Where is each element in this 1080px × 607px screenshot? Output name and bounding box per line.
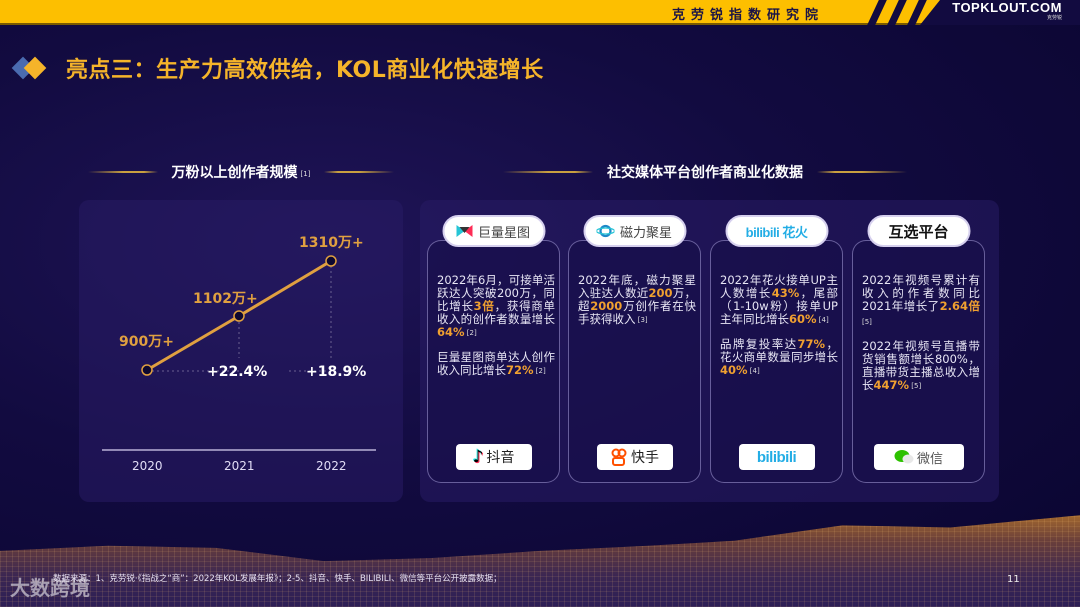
watermark: 大数跨境 [10, 576, 90, 600]
card-paragraph: 2022年底，磁力聚星入驻达人数近200万，超2000万创作者在快手获得收入 [… [578, 273, 697, 326]
brand-block [920, 0, 1080, 25]
right-section-title: 社交媒体平台创作者商业化数据 [607, 165, 803, 181]
platform-pill-huxuan: 互选平台 [867, 215, 970, 247]
juliang-logo-icon [456, 225, 473, 237]
data-label-2021: 1102万+ [193, 291, 258, 307]
platform-pill-huahuo: bilibili 花火 [725, 215, 828, 247]
card-paragraph: 2022年视频号直播带货销售额增长800%，直播带货主播总收入增长447% [5… [862, 339, 980, 392]
card-paragraph: 品牌复投率达77%，花火商单数量同步增长40% [4] [720, 337, 839, 377]
douyin-note-icon: ♪ [472, 447, 484, 467]
card-text: 2022年6月，可接单活跃达人突破200万，同比增长3倍，获得商单收入的创作者数… [437, 274, 555, 389]
data-source-note: 数据来源：1、克劳锐·《指战之“商”：2022年KOL发展年报》；2-5、抖音、… [53, 574, 502, 584]
page-title: 亮点三：生产力高效供给，KOL商业化快速增长 [66, 58, 544, 83]
creator-scale-chart: 900万+ 1102万+ 1310万+ +22.4% +18.9% 2020 2… [79, 200, 403, 502]
line-chart [102, 255, 376, 451]
douyin-logo: ♪ 抖音 [455, 444, 532, 470]
x-tick-2021: 2021 [224, 459, 255, 473]
divider [503, 171, 593, 173]
top-banner: 克劳锐指数研究院 TOPKLOUT.COM 克劳锐 [0, 0, 1080, 25]
left-section-header: 万粉以上创作者规模 [1] [79, 162, 403, 182]
brand-logo: TOPKLOUT.COM 克劳锐 [952, 0, 1062, 22]
decorative-wave [0, 515, 1080, 607]
divider [87, 171, 158, 173]
divider [817, 171, 907, 173]
card-douyin: 巨量星图 2022年6月，可接单活跃达人突破200万，同比增长3倍，获得商单收入… [427, 215, 560, 483]
data-label-2020: 900万+ [119, 334, 174, 350]
wechat-logo: 微信 [873, 444, 964, 470]
divider [324, 171, 395, 173]
cili-logo-icon [596, 224, 615, 238]
wechat-icon [894, 450, 914, 464]
data-label-2022: 1310万+ [299, 235, 364, 251]
card-wechat: 互选平台 2022年视频号累计有收入的作者数同比2021年增长了2.64倍 [5… [852, 215, 985, 483]
card-text: 2022年花火接单UP主人数增长43%，尾部（1-10w粉）接单UP主年同比增长… [720, 274, 838, 389]
card-bilibili: bilibili 花火 2022年花火接单UP主人数增长43%，尾部（1-10w… [710, 215, 843, 483]
x-tick-2022: 2022 [316, 459, 347, 473]
left-section-title: 万粉以上创作者规模 [1] [171, 165, 311, 181]
page-number: 11 [1007, 574, 1020, 585]
card-paragraph: 2022年6月，可接单活跃达人突破200万，同比增长3倍，获得商单收入的创作者数… [437, 273, 556, 339]
card-paragraph: 2022年视频号累计有收入的作者数同比2021年增长了2.64倍 [5] [862, 273, 980, 327]
diamond-icon [11, 53, 56, 83]
bilibili-logo: bilibili [738, 444, 815, 470]
x-tick-2020: 2020 [132, 459, 163, 473]
card-paragraph: 巨量星图商单达人创作收入同比增长72% [2] [437, 350, 555, 377]
card-text: 2022年视频号累计有收入的作者数同比2021年增长了2.64倍 [5] 2022… [862, 274, 980, 404]
card-text: 2022年底，磁力聚星入驻达人数近200万，超2000万创作者在快手获得收入 [… [578, 274, 696, 338]
card-paragraph: 2022年花火接单UP主人数增长43%，尾部（1-10w粉）接单UP主年同比增长… [720, 273, 839, 326]
title-row: 亮点三：生产力高效供给，KOL商业化快速增长 [11, 52, 544, 84]
platform-pill-cili: 磁力聚星 [583, 215, 686, 247]
kuaishou-logo: 快手 [596, 444, 673, 470]
growth-label-2022: +18.9% [306, 364, 367, 380]
right-section-header: 社交媒体平台创作者商业化数据 [490, 162, 920, 182]
card-kuaishou: 磁力聚星 2022年底，磁力聚星入驻达人数近200万，超2000万创作者在快手获… [568, 215, 701, 483]
institute-name: 克劳锐指数研究院 [672, 8, 825, 23]
platform-cards-panel: 巨量星图 2022年6月，可接单活跃达人突破200万，同比增长3倍，获得商单收入… [420, 200, 999, 502]
kuaishou-icon [611, 448, 627, 466]
platform-pill-juliang: 巨量星图 [442, 215, 545, 247]
growth-label-2021: +22.4% [207, 364, 268, 380]
